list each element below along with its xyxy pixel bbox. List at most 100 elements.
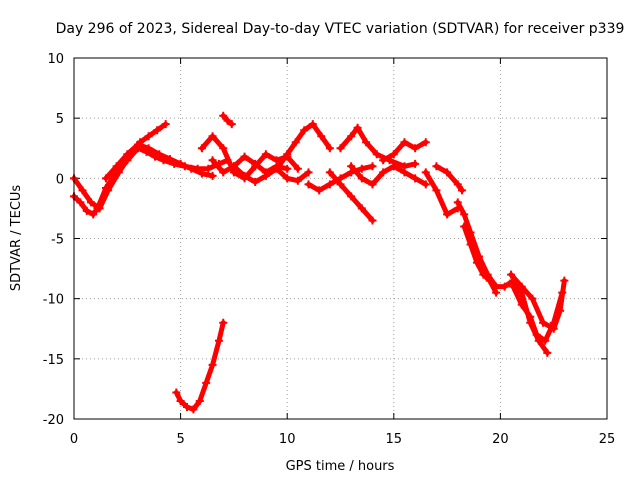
plus-marker [357, 164, 366, 173]
plus-marker [229, 162, 238, 171]
plus-marker [182, 402, 191, 411]
plus-marker [114, 168, 123, 177]
series-track-10-12 [274, 120, 334, 171]
plus-marker [400, 138, 409, 147]
plus-marker [293, 164, 302, 173]
grid [74, 58, 607, 419]
plus-marker [347, 192, 356, 201]
plus-marker [251, 162, 260, 171]
plus-marker [362, 138, 371, 147]
plus-marker [411, 174, 420, 183]
plus-marker [293, 176, 302, 185]
plus-marker [153, 126, 162, 135]
plus-marker [532, 330, 541, 339]
plus-marker [357, 174, 366, 183]
series-track-11-14 [304, 162, 377, 195]
y-tick-label: -20 [43, 413, 64, 428]
plus-marker [500, 282, 509, 291]
plus-marker [526, 312, 535, 321]
plus-marker [421, 180, 430, 189]
plus-marker [219, 111, 228, 120]
plus-marker [466, 240, 475, 249]
plus-marker [368, 180, 377, 189]
plus-marker [261, 150, 270, 159]
plus-marker [104, 186, 113, 195]
plus-marker [208, 360, 217, 369]
plus-marker [325, 168, 334, 177]
plus-marker [304, 180, 313, 189]
plus-marker [176, 159, 185, 168]
plus-marker [144, 132, 153, 141]
plus-marker [227, 120, 236, 129]
plus-marker [460, 222, 469, 231]
plus-marker [353, 123, 362, 132]
series-line [461, 223, 499, 296]
plus-marker [214, 336, 223, 345]
data-series [70, 111, 569, 414]
plus-marker [240, 152, 249, 161]
plus-marker [315, 186, 324, 195]
y-tick-label: -10 [43, 293, 64, 308]
plus-marker [283, 164, 292, 173]
plus-marker [195, 396, 204, 405]
x-tick-label: 0 [70, 432, 78, 447]
series-track-12-16 [336, 123, 420, 171]
plus-marker [165, 155, 174, 164]
plus-marker [308, 120, 317, 129]
series-track-13-16 [347, 162, 430, 189]
plus-marker [336, 180, 345, 189]
plus-marker [336, 144, 345, 153]
plus-marker [82, 206, 91, 215]
plus-marker [443, 210, 452, 219]
plus-marker [357, 204, 366, 213]
plus-marker [539, 318, 548, 327]
series-track-late-b [509, 282, 567, 345]
plus-marker [219, 168, 228, 177]
axis-ticks: 0 5 10 15 20 25 10 5 0 -5 -10 -15 -20 [43, 52, 616, 447]
series-line [433, 163, 465, 193]
plus-marker [421, 168, 430, 177]
plus-marker [176, 396, 185, 405]
plus-marker [283, 174, 292, 183]
plus-marker [325, 144, 334, 153]
plus-marker [204, 164, 213, 173]
x-tick-label: 10 [279, 432, 296, 447]
plus-marker [274, 162, 283, 171]
plus-marker [144, 144, 153, 153]
plus-marker [432, 186, 441, 195]
y-tick-label: -5 [51, 233, 64, 248]
series-track-isolated [172, 318, 228, 414]
series-track-7-peak [219, 111, 236, 129]
plus-marker [272, 156, 281, 165]
plot-frame [73, 57, 608, 420]
plus-marker [389, 150, 398, 159]
plus-marker [208, 171, 217, 180]
plus-marker [379, 156, 388, 165]
plus-marker [485, 276, 494, 285]
plus-marker [347, 162, 356, 171]
series-track-7-11 [229, 162, 313, 186]
x-axis-label: GPS time / hours [286, 459, 395, 474]
plus-marker [240, 171, 249, 180]
plus-marker [76, 198, 85, 207]
plus-marker [219, 144, 228, 153]
plus-marker [197, 144, 206, 153]
plus-marker [202, 378, 211, 387]
plus-marker [78, 186, 87, 195]
plus-marker [155, 150, 164, 159]
plus-marker [543, 348, 552, 357]
plus-marker [400, 168, 409, 177]
x-tick-label: 5 [176, 432, 184, 447]
series-line [348, 163, 429, 187]
plus-marker [89, 210, 98, 219]
plus-marker [472, 258, 481, 267]
plus-marker [517, 282, 526, 291]
series-track-17-18 [432, 162, 467, 195]
x-tick-label: 15 [386, 432, 403, 447]
series-track-early-3 [101, 140, 217, 183]
plus-marker [95, 204, 104, 213]
plus-marker [219, 318, 228, 327]
series-line [423, 169, 461, 217]
y-tick-label: -15 [43, 353, 64, 368]
plus-marker [432, 162, 441, 171]
